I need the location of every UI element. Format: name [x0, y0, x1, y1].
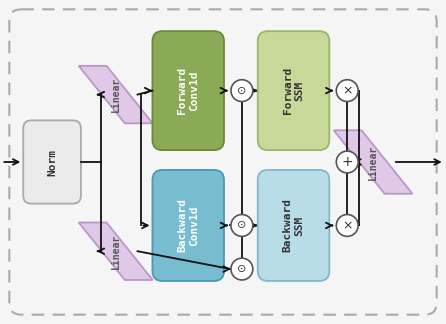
Text: ⊙: ⊙ [237, 264, 247, 274]
FancyBboxPatch shape [258, 170, 329, 281]
Circle shape [231, 214, 253, 236]
Text: ⊙: ⊙ [237, 86, 247, 96]
Text: ⊙: ⊙ [237, 220, 247, 230]
FancyBboxPatch shape [258, 31, 329, 150]
Polygon shape [78, 223, 153, 280]
Circle shape [336, 214, 358, 236]
Text: ×: × [342, 84, 352, 97]
Text: Backward
SSM: Backward SSM [283, 199, 304, 252]
Text: Linear: Linear [111, 234, 121, 269]
Text: +: + [341, 155, 353, 169]
Circle shape [231, 80, 253, 101]
Text: Linear: Linear [111, 77, 121, 112]
Text: Linear: Linear [368, 145, 378, 179]
FancyBboxPatch shape [23, 120, 81, 204]
FancyBboxPatch shape [153, 170, 224, 281]
Circle shape [336, 151, 358, 173]
Polygon shape [78, 66, 153, 123]
Text: Norm: Norm [47, 148, 57, 176]
Text: Backward
Conv1d: Backward Conv1d [178, 199, 199, 252]
Text: ×: × [342, 219, 352, 232]
Polygon shape [334, 130, 413, 194]
Circle shape [336, 80, 358, 101]
Circle shape [231, 258, 253, 280]
Text: Forward
SSM: Forward SSM [283, 67, 304, 114]
FancyBboxPatch shape [153, 31, 224, 150]
Text: Forward
Conv1d: Forward Conv1d [178, 67, 199, 114]
